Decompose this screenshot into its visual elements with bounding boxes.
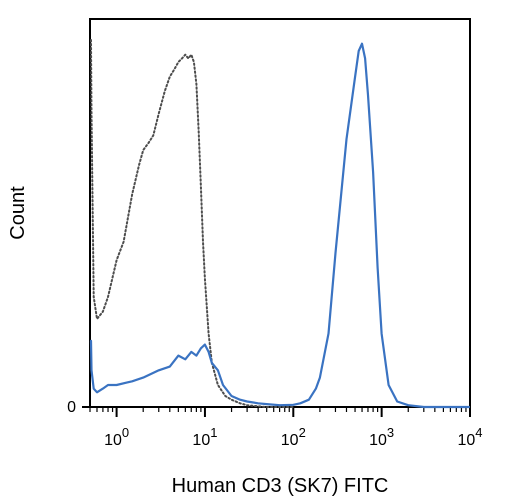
x-tick-label-exponent: 3 [387, 425, 394, 440]
y-tick-label: 0 [67, 399, 76, 416]
x-axis-minor-ticks [89, 407, 467, 412]
x-tick-label: 100 [104, 425, 129, 449]
x-tick-label: 102 [281, 425, 306, 449]
x-tick-label: 104 [457, 425, 482, 449]
x-tick-label-base: 10 [369, 432, 387, 449]
x-tick-label: 101 [192, 425, 217, 449]
x-axis-tick-labels: 100 101 102 103 104 [104, 425, 482, 449]
y-axis-tick-labels: 0 [67, 399, 76, 416]
x-tick-label-exponent: 4 [475, 425, 482, 440]
x-tick-label-exponent: 1 [210, 425, 217, 440]
x-tick-label-exponent: 2 [299, 425, 306, 440]
x-tick-label: 103 [369, 425, 394, 449]
x-tick-label-base: 10 [192, 432, 210, 449]
x-axis-major-ticks [115, 407, 471, 417]
x-tick-label-exponent: 0 [122, 425, 129, 440]
x-tick-label-base: 10 [104, 432, 122, 449]
series-line-solid [89, 42, 471, 409]
plot-frame [89, 18, 471, 408]
x-tick-label-base: 10 [457, 432, 475, 449]
y-axis-title: Count [7, 186, 29, 240]
x-tick-label-base: 10 [281, 432, 299, 449]
series-layer [89, 39, 471, 409]
series-line-dotted [90, 39, 295, 408]
x-axis-title: Human CD3 (SK7) FITC [172, 475, 389, 497]
